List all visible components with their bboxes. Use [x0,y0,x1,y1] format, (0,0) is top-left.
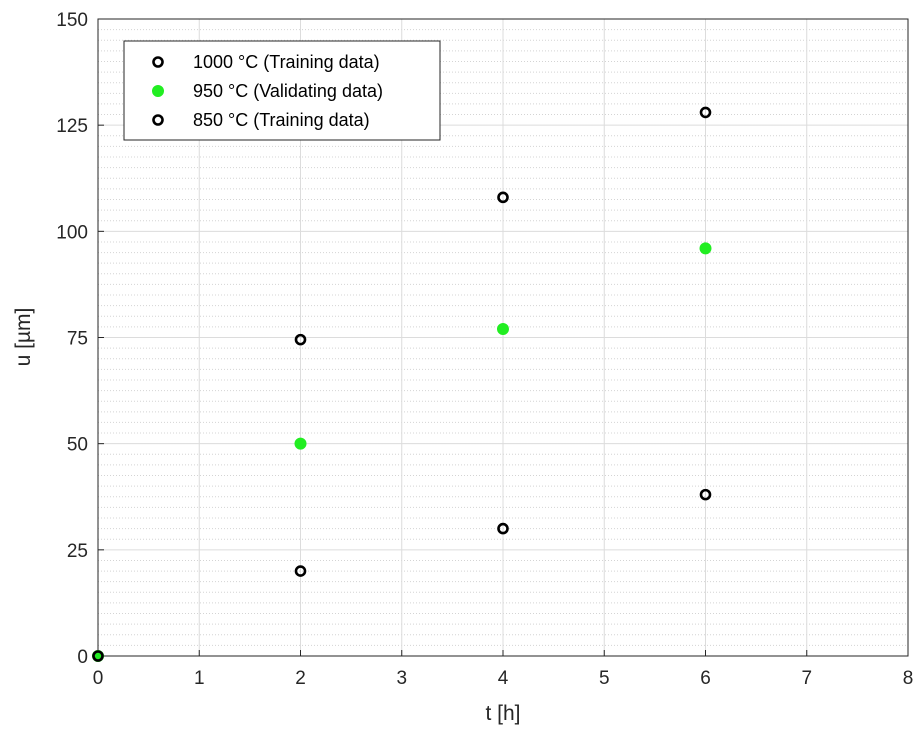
y-axis-label: u [µm] [12,308,35,367]
x-tick-label: 3 [396,668,407,689]
x-tick-label: 8 [903,668,914,689]
y-axis-ticks: 0 25 50 75 100 125 150 [56,10,104,668]
data-point [699,242,712,255]
legend-marker [152,56,164,68]
x-tick-label: 5 [599,668,610,689]
x-tick-label: 7 [801,668,812,689]
y-tick-label: 25 [67,541,88,562]
x-tick-label: 0 [93,668,104,689]
legend-label: 850 °C (Training data) [193,110,370,130]
series-3 [92,488,712,662]
x-tick-label: 2 [295,668,306,689]
y-tick-label: 150 [56,10,88,31]
x-tick-label: 1 [194,668,205,689]
data-point [497,191,509,204]
x-axis-label: t [h] [485,702,520,725]
legend-items: 1000 °C (Training data) 950 °C (Validatin… [152,52,383,130]
legend-box [123,40,441,141]
y-tick-label: 75 [67,329,88,350]
data-point [497,323,509,336]
y-tick-label: 50 [67,435,88,456]
data-point [699,488,712,501]
data-point [294,565,307,577]
y-tick-label: 100 [56,222,88,243]
data-point [294,437,307,450]
y-tick-label: 0 [77,647,88,668]
x-tick-label: 6 [700,668,711,689]
legend-label: 1000 °C (Training data) [193,52,380,72]
x-axis-ticks: 0 1 2 3 4 5 6 7 8 [93,650,914,689]
legend-marker [152,85,164,97]
data-point [497,522,509,535]
legend-marker [152,114,164,126]
data-point [294,333,307,346]
y-tick-label: 125 [56,116,88,137]
data-point [92,650,104,662]
legend-label: 950 °C (Validating data) [193,81,383,101]
x-tick-label: 4 [498,668,509,689]
data-series [92,106,712,662]
legend: 1000 °C (Training data) 950 °C (Validatin… [123,40,441,141]
data-point [699,106,712,119]
